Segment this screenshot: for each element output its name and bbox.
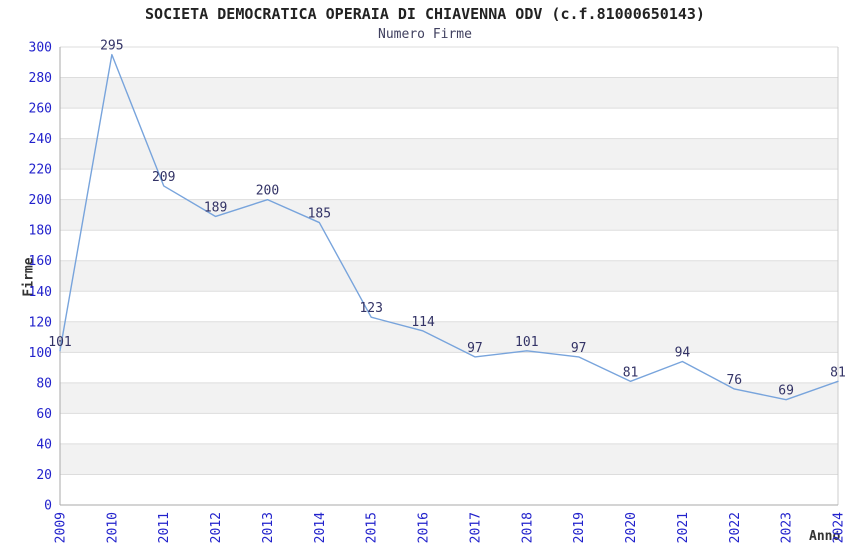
data-point-label: 97 (467, 341, 483, 356)
data-labels: 101 295 209 189 200 185 123 114 97 101 97 81 94 76 69 8… (48, 39, 846, 399)
y-tick-label: 160 (29, 254, 52, 269)
grid-band (60, 382, 838, 414)
x-tick-label: 2010 (105, 512, 120, 543)
x-tick-label: 2009 (54, 512, 69, 543)
data-point-label: 185 (308, 207, 331, 222)
y-tick-label: 220 (29, 163, 52, 178)
y-tick-label: 40 (36, 437, 52, 452)
y-tick-label: 300 (29, 41, 52, 56)
x-tick-label: 2012 (209, 512, 224, 543)
data-point-label: 114 (411, 315, 435, 330)
grid-bands (60, 77, 838, 475)
y-tick-label: 240 (29, 132, 52, 147)
grid-band (60, 443, 838, 475)
data-series-line (59, 53, 839, 401)
data-point-label: 81 (623, 365, 639, 380)
data-point-label: 81 (830, 365, 846, 380)
x-axis-tick-labels: 2009 2010 2011 2012 2013 2014 2015 2016 2017 2018… (54, 512, 847, 543)
data-point-label: 209 (152, 170, 175, 185)
x-tick-label: 2018 (520, 512, 535, 543)
y-tick-label: 0 (44, 499, 52, 514)
axis-lines (59, 47, 839, 506)
y-tick-label: 60 (36, 407, 52, 422)
data-point-label: 101 (515, 335, 538, 350)
grid-band (60, 321, 838, 353)
y-tick-label: 100 (29, 346, 52, 361)
x-tick-label: 2016 (417, 512, 432, 543)
x-tick-label: 2022 (728, 512, 743, 543)
x-tick-label: 2023 (780, 512, 795, 543)
data-point-label: 295 (100, 39, 123, 54)
x-tick-label: 2013 (261, 512, 276, 543)
gridlines (60, 46, 838, 475)
y-axis-tick-labels: 0 20 40 60 80 100 120 140 160 180 200 220 240 260 280 3… (29, 41, 52, 514)
grid-band (60, 260, 838, 292)
chart-subtitle: Numero Firme (378, 27, 472, 42)
x-tick-label: 2019 (572, 512, 587, 543)
chart-title: SOCIETA DEMOCRATICA OPERAIA DI CHIAVENNA… (145, 5, 705, 23)
y-tick-label: 80 (36, 376, 52, 391)
grid-band (60, 199, 838, 231)
y-tick-label: 140 (29, 285, 52, 300)
y-tick-label: 20 (36, 468, 52, 483)
series-polyline (59, 53, 839, 401)
data-point-label: 123 (359, 301, 382, 316)
grid-band (60, 138, 838, 170)
x-tick-label: 2020 (624, 512, 639, 543)
data-point-label: 94 (675, 345, 691, 360)
y-tick-label: 120 (29, 315, 52, 330)
data-point-label: 76 (726, 373, 742, 388)
data-point-label: 200 (256, 184, 279, 199)
y-tick-label: 200 (29, 193, 52, 208)
x-tick-label: 2021 (676, 512, 691, 543)
data-point-label: 189 (204, 200, 227, 215)
data-point-label: 97 (571, 341, 587, 356)
y-tick-label: 260 (29, 102, 52, 117)
x-tick-label: 2017 (468, 512, 483, 543)
grid-band (60, 77, 838, 109)
x-tick-label: 2014 (313, 512, 328, 543)
x-tick-label: 2011 (157, 512, 172, 543)
x-tick-label: 2024 (832, 512, 847, 543)
y-tick-label: 280 (29, 71, 52, 86)
data-point-label: 69 (778, 384, 794, 399)
data-point-label: 101 (48, 335, 71, 350)
x-axis-title: Anno (809, 529, 841, 544)
y-tick-label: 180 (29, 224, 52, 239)
x-tick-label: 2015 (365, 512, 380, 543)
